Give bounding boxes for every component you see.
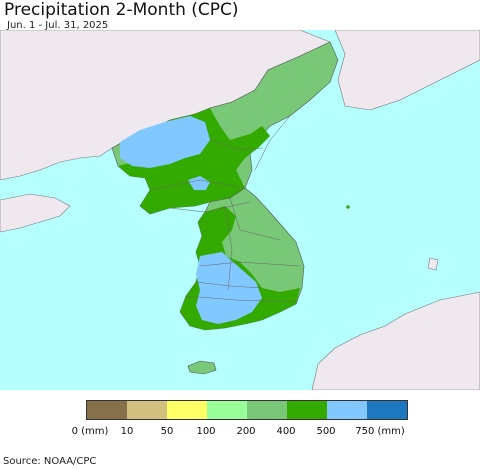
legend-label-6: 500 <box>316 426 336 437</box>
north-korea-wettest-area <box>120 116 210 168</box>
ulleung-island <box>346 205 350 209</box>
legend-swatch-0 <box>87 401 127 419</box>
legend-swatch-5 <box>287 401 327 419</box>
legend-label-1: 10 <box>120 426 134 437</box>
legend-label-2: 50 <box>160 426 174 437</box>
south-korea-wettest-area <box>196 252 262 324</box>
legend-swatch-1 <box>127 401 167 419</box>
japan-landmass <box>311 291 480 390</box>
legend-swatch-6 <box>327 401 367 419</box>
source-credit: Source: NOAA/CPC <box>3 456 97 467</box>
legend-labels: 0 (mm) 10 50 100 200 400 500 750 (mm) <box>0 426 480 440</box>
jeju-island <box>187 360 217 375</box>
russia-landmass <box>334 30 480 111</box>
shandong-landmass <box>0 193 71 233</box>
chart-title: Precipitation 2-Month (CPC) <box>4 0 239 20</box>
legend-swatch-3 <box>207 401 247 419</box>
legend-label-7: 750 (mm) <box>355 426 405 437</box>
japan-island <box>427 257 439 271</box>
precipitation-map <box>0 30 480 390</box>
pyongyang-wet-spot <box>188 176 210 190</box>
legend-label-4: 200 <box>236 426 256 437</box>
province-borders <box>149 115 301 303</box>
legend-swatch-7 <box>367 401 407 419</box>
legend-swatch-2 <box>167 401 207 419</box>
legend-label-0: 0 (mm) <box>71 426 109 437</box>
date-range-subtitle: Jun. 1 - Jul. 31, 2025 <box>7 20 109 31</box>
legend-swatch-4 <box>247 401 287 419</box>
map-svg <box>0 30 480 390</box>
legend-label-5: 400 <box>276 426 296 437</box>
legend-label-3: 100 <box>196 426 216 437</box>
precipitation-legend <box>86 400 408 420</box>
